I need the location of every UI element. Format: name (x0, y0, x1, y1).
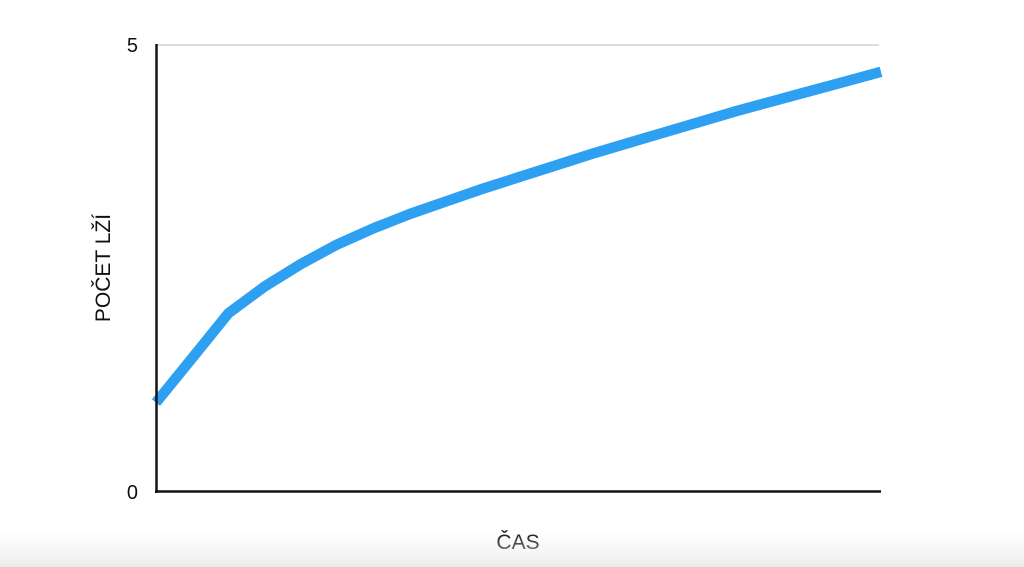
x-axis-title: ČAS (496, 531, 540, 554)
y-axis-tick-5: 5 (126, 35, 138, 57)
y-axis-title: POČET LŽÍ (92, 213, 115, 323)
series-line (151, 66, 883, 406)
y-axis-tick-0: 0 (126, 482, 138, 504)
